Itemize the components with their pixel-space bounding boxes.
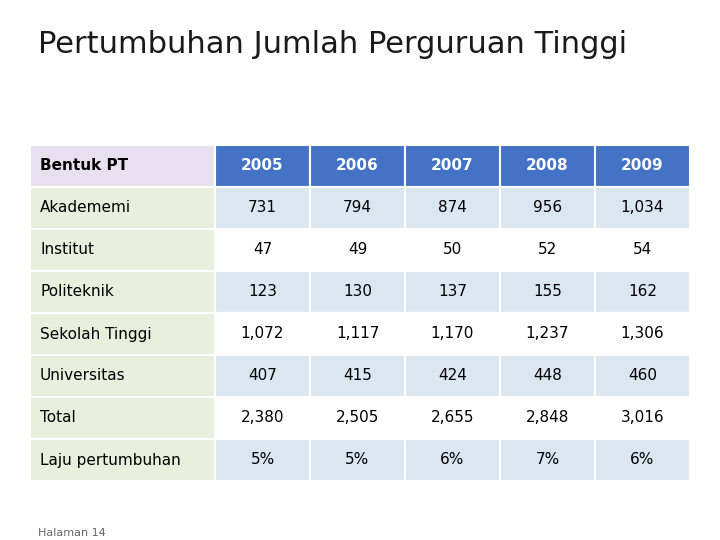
Bar xyxy=(500,271,595,313)
Text: Pertumbuhan Jumlah Perguruan Tinggi: Pertumbuhan Jumlah Perguruan Tinggi xyxy=(38,30,627,59)
Bar xyxy=(595,271,690,313)
Bar xyxy=(500,229,595,271)
Bar xyxy=(30,397,215,439)
Text: 50: 50 xyxy=(443,242,462,258)
Text: 731: 731 xyxy=(248,200,277,215)
Text: 1,072: 1,072 xyxy=(240,327,284,341)
Bar xyxy=(595,145,690,187)
Bar xyxy=(310,355,405,397)
Text: 49: 49 xyxy=(348,242,367,258)
Text: 415: 415 xyxy=(343,368,372,383)
Bar xyxy=(30,271,215,313)
Bar xyxy=(310,271,405,313)
Bar xyxy=(595,439,690,481)
Text: 162: 162 xyxy=(628,285,657,300)
Text: 5%: 5% xyxy=(346,453,369,468)
Text: 54: 54 xyxy=(633,242,652,258)
Bar xyxy=(215,439,310,481)
Text: 123: 123 xyxy=(248,285,277,300)
Text: 424: 424 xyxy=(438,368,467,383)
Text: Laju pertumbuhan: Laju pertumbuhan xyxy=(40,453,181,468)
Bar xyxy=(500,187,595,229)
Bar xyxy=(30,355,215,397)
Bar xyxy=(310,145,405,187)
Bar xyxy=(30,439,215,481)
Text: 1,034: 1,034 xyxy=(621,200,665,215)
Text: 5%: 5% xyxy=(251,453,274,468)
Text: 7%: 7% xyxy=(536,453,559,468)
Bar xyxy=(215,355,310,397)
Text: Universitas: Universitas xyxy=(40,368,125,383)
Text: 6%: 6% xyxy=(441,453,464,468)
Bar xyxy=(30,229,215,271)
Text: 460: 460 xyxy=(628,368,657,383)
Bar xyxy=(405,439,500,481)
Bar xyxy=(405,397,500,439)
Text: 407: 407 xyxy=(248,368,277,383)
Text: 52: 52 xyxy=(538,242,557,258)
Bar xyxy=(215,271,310,313)
Text: 2005: 2005 xyxy=(241,159,284,173)
Bar xyxy=(405,187,500,229)
Text: 956: 956 xyxy=(533,200,562,215)
Text: 47: 47 xyxy=(253,242,272,258)
Bar xyxy=(405,271,500,313)
Text: Politeknik: Politeknik xyxy=(40,285,114,300)
Text: 2,505: 2,505 xyxy=(336,410,379,426)
Bar xyxy=(500,397,595,439)
Text: 2006: 2006 xyxy=(336,159,379,173)
Text: 2,848: 2,848 xyxy=(526,410,570,426)
Text: 137: 137 xyxy=(438,285,467,300)
Text: Halaman 14: Halaman 14 xyxy=(38,528,106,538)
Text: Total: Total xyxy=(40,410,76,426)
Bar xyxy=(215,145,310,187)
Bar xyxy=(310,313,405,355)
Text: Sekolah Tinggi: Sekolah Tinggi xyxy=(40,327,152,341)
Text: 1,170: 1,170 xyxy=(431,327,474,341)
Bar xyxy=(310,397,405,439)
Bar xyxy=(405,229,500,271)
Bar xyxy=(310,439,405,481)
Bar xyxy=(310,187,405,229)
Text: 6%: 6% xyxy=(630,453,654,468)
Bar xyxy=(215,313,310,355)
Text: 874: 874 xyxy=(438,200,467,215)
Text: 1,237: 1,237 xyxy=(526,327,570,341)
Text: 2007: 2007 xyxy=(431,159,474,173)
Text: 2009: 2009 xyxy=(621,159,664,173)
Text: 448: 448 xyxy=(533,368,562,383)
Text: Institut: Institut xyxy=(40,242,94,258)
Bar xyxy=(595,187,690,229)
Bar xyxy=(405,145,500,187)
Bar xyxy=(405,313,500,355)
Bar xyxy=(595,229,690,271)
Bar xyxy=(500,145,595,187)
Text: 2,380: 2,380 xyxy=(240,410,284,426)
Text: 130: 130 xyxy=(343,285,372,300)
Text: 2,655: 2,655 xyxy=(431,410,474,426)
Bar xyxy=(500,355,595,397)
Bar xyxy=(30,313,215,355)
Bar xyxy=(215,397,310,439)
Bar xyxy=(30,145,215,187)
Text: 155: 155 xyxy=(533,285,562,300)
Bar xyxy=(595,355,690,397)
Text: 1,306: 1,306 xyxy=(621,327,665,341)
Text: Akadememi: Akadememi xyxy=(40,200,131,215)
Bar xyxy=(215,229,310,271)
Bar xyxy=(500,313,595,355)
Bar xyxy=(30,187,215,229)
Bar xyxy=(595,313,690,355)
Text: 794: 794 xyxy=(343,200,372,215)
Bar xyxy=(215,187,310,229)
Text: 2008: 2008 xyxy=(526,159,569,173)
Bar xyxy=(500,439,595,481)
Bar xyxy=(405,355,500,397)
Text: Bentuk PT: Bentuk PT xyxy=(40,159,128,173)
Bar xyxy=(595,397,690,439)
Text: 1,117: 1,117 xyxy=(336,327,379,341)
Text: 3,016: 3,016 xyxy=(621,410,665,426)
Bar xyxy=(310,229,405,271)
